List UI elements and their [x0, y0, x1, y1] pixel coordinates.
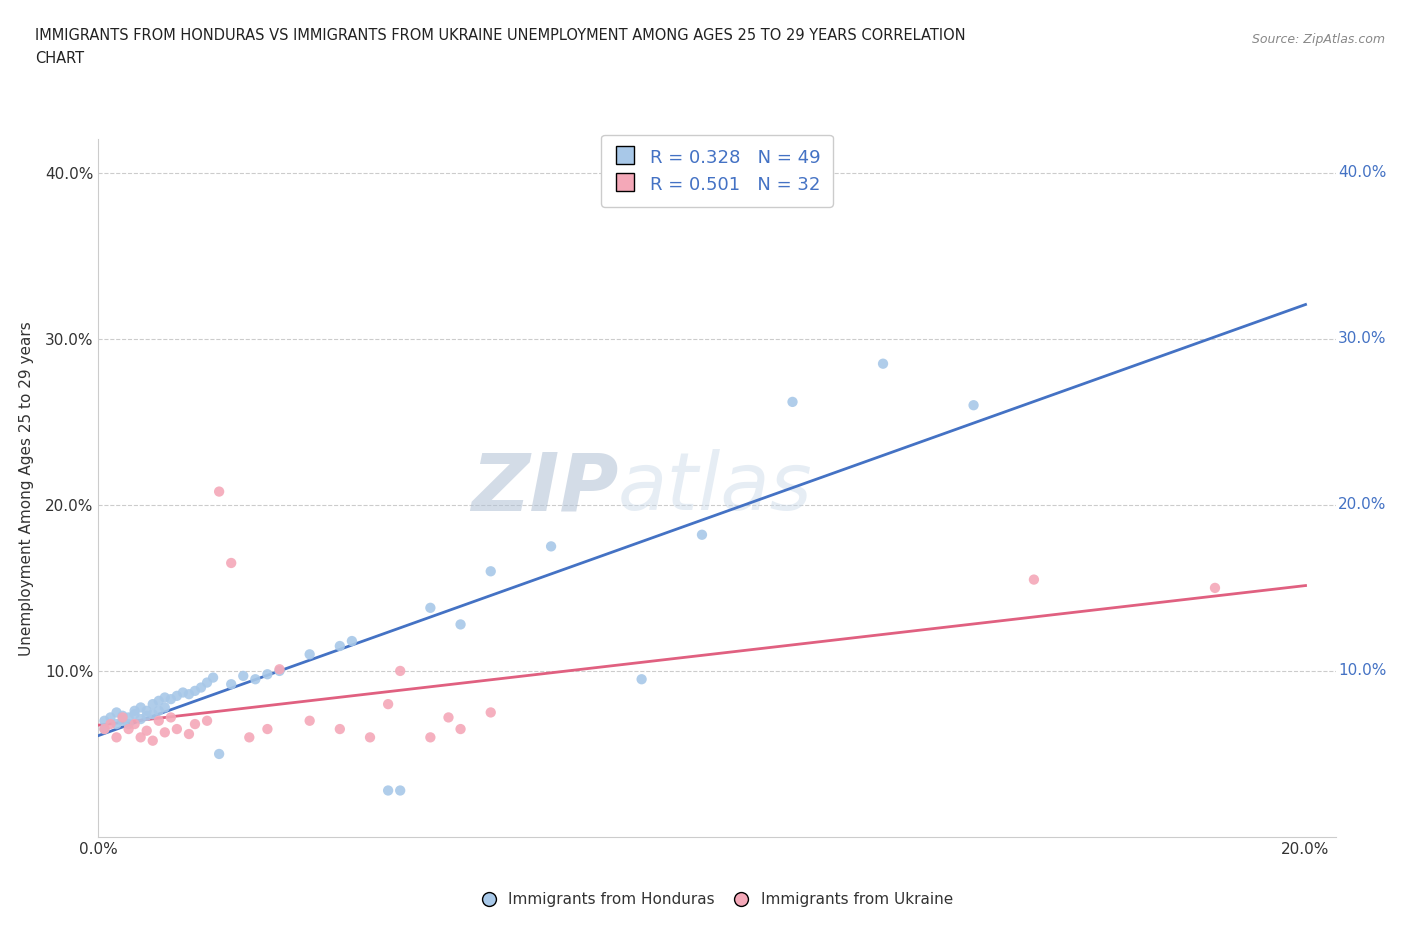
Point [124, 717, 146, 732]
Point [105, 705, 128, 720]
Point [245, 671, 267, 686]
Y-axis label: Unemployment Among Ages 25 to 29 years: Unemployment Among Ages 25 to 29 years [18, 321, 34, 656]
Point [111, 710, 134, 724]
Point [195, 713, 218, 728]
Point [238, 730, 260, 745]
Point [124, 707, 146, 722]
Text: 10.0%: 10.0% [1339, 663, 1386, 678]
Point [148, 713, 170, 728]
Point [479, 564, 502, 578]
Point [782, 394, 804, 409]
Point [329, 639, 352, 654]
Point [419, 730, 441, 745]
Point [298, 713, 321, 728]
Point [111, 713, 134, 728]
Point [962, 398, 984, 413]
Point [153, 700, 176, 715]
Point [479, 705, 502, 720]
Point [389, 783, 412, 798]
Point [195, 675, 218, 690]
Text: 40.0%: 40.0% [1339, 166, 1386, 180]
Point [166, 722, 188, 737]
Point [100, 710, 122, 724]
Point [117, 722, 139, 737]
Point [129, 730, 152, 745]
Point [389, 663, 412, 678]
Point [184, 717, 207, 732]
Point [256, 667, 278, 682]
Point [105, 717, 128, 732]
Point [111, 709, 134, 724]
Point [105, 730, 128, 745]
Point [93, 713, 115, 728]
Point [690, 527, 713, 542]
Point [184, 684, 207, 698]
Point [1204, 580, 1226, 595]
Point [340, 633, 363, 648]
Point [160, 692, 183, 707]
Point [872, 356, 894, 371]
Point [93, 722, 115, 737]
Point [190, 680, 212, 695]
Point [377, 697, 399, 711]
Point [148, 703, 170, 718]
Point [135, 709, 157, 724]
Point [117, 710, 139, 724]
Point [93, 722, 115, 737]
Point [540, 539, 562, 554]
Point [630, 671, 652, 686]
Text: CHART: CHART [35, 51, 84, 66]
Text: 20.0%: 20.0% [1339, 498, 1386, 512]
Point [359, 730, 381, 745]
Point [437, 710, 460, 724]
Point [142, 697, 165, 711]
Point [269, 663, 291, 678]
Point [208, 747, 231, 762]
Text: atlas: atlas [619, 449, 813, 527]
Point [124, 703, 146, 718]
Point [377, 783, 399, 798]
Point [232, 669, 254, 684]
Point [177, 686, 200, 701]
Point [419, 601, 441, 616]
Point [153, 690, 176, 705]
Point [148, 694, 170, 709]
Point [177, 726, 200, 741]
Point [202, 671, 225, 685]
Point [129, 700, 152, 715]
Point [298, 647, 321, 662]
Point [219, 677, 242, 692]
Text: 30.0%: 30.0% [1339, 331, 1386, 346]
Point [172, 685, 194, 700]
Point [142, 733, 165, 748]
Point [219, 555, 242, 570]
Point [450, 617, 472, 631]
Point [100, 717, 122, 732]
Point [1022, 572, 1045, 587]
Point [256, 722, 278, 737]
Point [160, 710, 183, 724]
Text: IMMIGRANTS FROM HONDURAS VS IMMIGRANTS FROM UKRAINE UNEMPLOYMENT AMONG AGES 25 T: IMMIGRANTS FROM HONDURAS VS IMMIGRANTS F… [35, 28, 966, 43]
Point [153, 725, 176, 740]
Point [135, 703, 157, 718]
Legend: Immigrants from Honduras, Immigrants from Ukraine: Immigrants from Honduras, Immigrants fro… [475, 886, 959, 913]
Text: Source: ZipAtlas.com: Source: ZipAtlas.com [1251, 33, 1385, 46]
Point [329, 722, 352, 737]
Point [269, 662, 291, 677]
Point [166, 688, 188, 703]
Point [142, 707, 165, 722]
Point [450, 722, 472, 737]
Point [208, 485, 231, 499]
Point [129, 711, 152, 726]
Text: ZIP: ZIP [471, 449, 619, 527]
Point [117, 717, 139, 732]
Point [135, 724, 157, 738]
